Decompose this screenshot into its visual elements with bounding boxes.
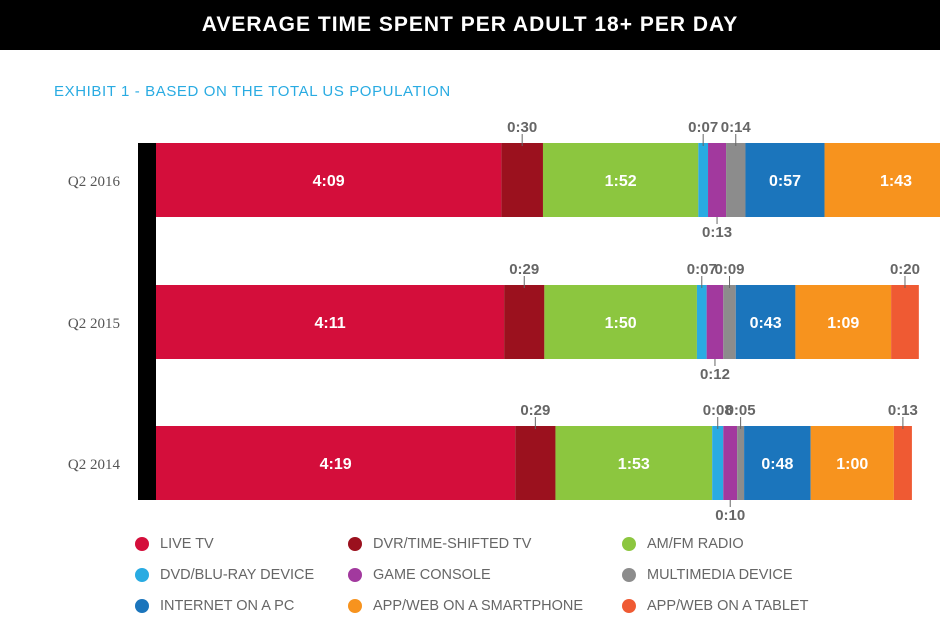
- data-label-q2-2014-0: 4:19: [320, 456, 352, 473]
- legend-label: APP/WEB ON A TABLET: [647, 598, 809, 614]
- stacked-bar-chart: Q2 2016 4:09 0:30 1:52 0:07 0:13 0:14 0:57 1:43 0…: [68, 119, 940, 524]
- category-label-q2-2014: Q2 2014: [68, 457, 121, 473]
- legend-item-5: MULTIMEDIA DEVICE: [622, 567, 793, 583]
- bar-segment-q2-2015-3: [696, 285, 707, 359]
- bar-segment-q2-2015-1: [504, 285, 545, 359]
- bar-segment-q2-2014-3: [712, 426, 724, 500]
- category-label-q2-2015: Q2 2015: [68, 316, 120, 332]
- bar-segment-q2-2016-2: [542, 143, 699, 217]
- header-bar: AVERAGE TIME SPENT PER ADULT 18+ PER DAY: [0, 0, 940, 50]
- legend-swatch: [135, 537, 149, 551]
- bar-segment-q2-2014-4: [723, 426, 738, 500]
- legend-swatch: [348, 599, 362, 613]
- data-label-q2-2015-8: 0:20: [890, 261, 920, 278]
- bar-segment-q2-2015-7: [795, 285, 892, 359]
- bar-segment-q2-2016-3: [698, 143, 709, 217]
- legend-label: AM/FM RADIO: [647, 536, 744, 552]
- legend-item-6: INTERNET ON A PC: [135, 598, 294, 614]
- data-label-q2-2015-5: 0:09: [715, 261, 745, 278]
- data-label-q2-2015-4: 0:12: [700, 366, 730, 383]
- bar-segment-q2-2014-7: [810, 426, 894, 500]
- legend-swatch: [348, 568, 362, 582]
- data-label-q2-2014-2: 1:53: [618, 456, 650, 473]
- bar-segment-q2-2014-0: [156, 426, 516, 500]
- data-label-q2-2016-0: 4:09: [313, 173, 345, 190]
- data-label-q2-2016-3: 0:07: [688, 119, 718, 136]
- legend-swatch: [348, 537, 362, 551]
- bar-segment-q2-2014-1: [515, 426, 556, 500]
- legend-item-1: DVR/TIME-SHIFTED TV: [348, 536, 531, 552]
- legend-item-3: DVD/BLU-RAY DEVICE: [135, 567, 314, 583]
- data-label-q2-2015-1: 0:29: [509, 261, 539, 278]
- data-label-q2-2014-6: 0:48: [761, 456, 793, 473]
- data-label-q2-2014-5: 0:05: [726, 402, 756, 419]
- bar-segment-q2-2016-5: [726, 143, 746, 217]
- bar-segment-q2-2014-5: [737, 426, 745, 500]
- data-label-q2-2016-5: 0:14: [721, 119, 752, 136]
- legend-item-0: LIVE TV: [135, 536, 214, 552]
- data-label-q2-2014-4: 0:10: [715, 507, 745, 524]
- bar-segment-q2-2015-4: [706, 285, 724, 359]
- data-label-q2-2015-2: 1:50: [605, 315, 637, 332]
- data-label-q2-2016-2: 1:52: [605, 173, 637, 190]
- bar-segment-q2-2015-6: [735, 285, 796, 359]
- legend-item-8: APP/WEB ON A TABLET: [622, 598, 808, 614]
- legend-swatch: [622, 568, 636, 582]
- data-label-q2-2015-6: 0:43: [750, 315, 782, 332]
- bar-segment-q2-2016-7: [824, 143, 940, 217]
- legend-label: LIVE TV: [160, 536, 214, 552]
- bar-segment-q2-2015-5: [723, 285, 736, 359]
- data-label-q2-2014-7: 1:00: [836, 456, 868, 473]
- data-label-q2-2015-7: 1:09: [827, 315, 859, 332]
- legend-swatch: [135, 599, 149, 613]
- legend-label: DVD/BLU-RAY DEVICE: [160, 567, 315, 583]
- data-label-q2-2016-1: 0:30: [507, 119, 537, 136]
- data-label-q2-2016-6: 0:57: [769, 173, 801, 190]
- legend-item-7: APP/WEB ON A SMARTPHONE: [348, 598, 583, 614]
- data-label-q2-2015-0: 4:11: [314, 315, 345, 332]
- category-label-q2-2016: Q2 2016: [68, 174, 121, 190]
- legend-swatch: [135, 568, 149, 582]
- legend-label: MULTIMEDIA DEVICE: [647, 567, 793, 583]
- data-label-q2-2016-4: 0:13: [702, 224, 732, 241]
- legend-label: DVR/TIME-SHIFTED TV: [373, 536, 532, 552]
- bar-segment-q2-2016-1: [501, 143, 543, 217]
- bar-segment-q2-2014-8: [893, 426, 912, 500]
- chart-title: AVERAGE TIME SPENT PER ADULT 18+ PER DAY: [201, 13, 739, 36]
- bar-segment-q2-2014-6: [744, 426, 811, 500]
- data-label-q2-2014-1: 0:29: [520, 402, 550, 419]
- bar-segment-q2-2015-2: [544, 285, 697, 359]
- legend-item-4: GAME CONSOLE: [348, 567, 491, 583]
- bar-segment-q2-2014-2: [555, 426, 713, 500]
- legend-label: INTERNET ON A PC: [160, 598, 295, 614]
- data-label-q2-2014-3: 0:08: [703, 402, 733, 419]
- data-label-q2-2015-3: 0:07: [687, 261, 717, 278]
- data-label-q2-2016-7: 1:43: [880, 173, 912, 190]
- bar-segment-q2-2015-8: [891, 285, 919, 359]
- legend-label: APP/WEB ON A SMARTPHONE: [373, 598, 584, 614]
- axis-bar: [138, 143, 156, 500]
- legend-item-2: AM/FM RADIO: [622, 536, 744, 552]
- legend: LIVE TV DVR/TIME-SHIFTED TV AM/FM RADIO DVD…: [135, 536, 895, 636]
- legend-swatch: [622, 537, 636, 551]
- chart-subtitle: EXHIBIT 1 - BASED ON THE TOTAL US POPULA…: [54, 83, 451, 100]
- legend-label: GAME CONSOLE: [373, 567, 491, 583]
- legend-swatch: [622, 599, 636, 613]
- bar-segment-q2-2016-4: [708, 143, 727, 217]
- bar-segment-q2-2015-0: [156, 285, 505, 359]
- bar-segment-q2-2016-6: [745, 143, 825, 217]
- data-label-q2-2014-8: 0:13: [888, 402, 918, 419]
- bar-segment-q2-2016-0: [156, 143, 502, 217]
